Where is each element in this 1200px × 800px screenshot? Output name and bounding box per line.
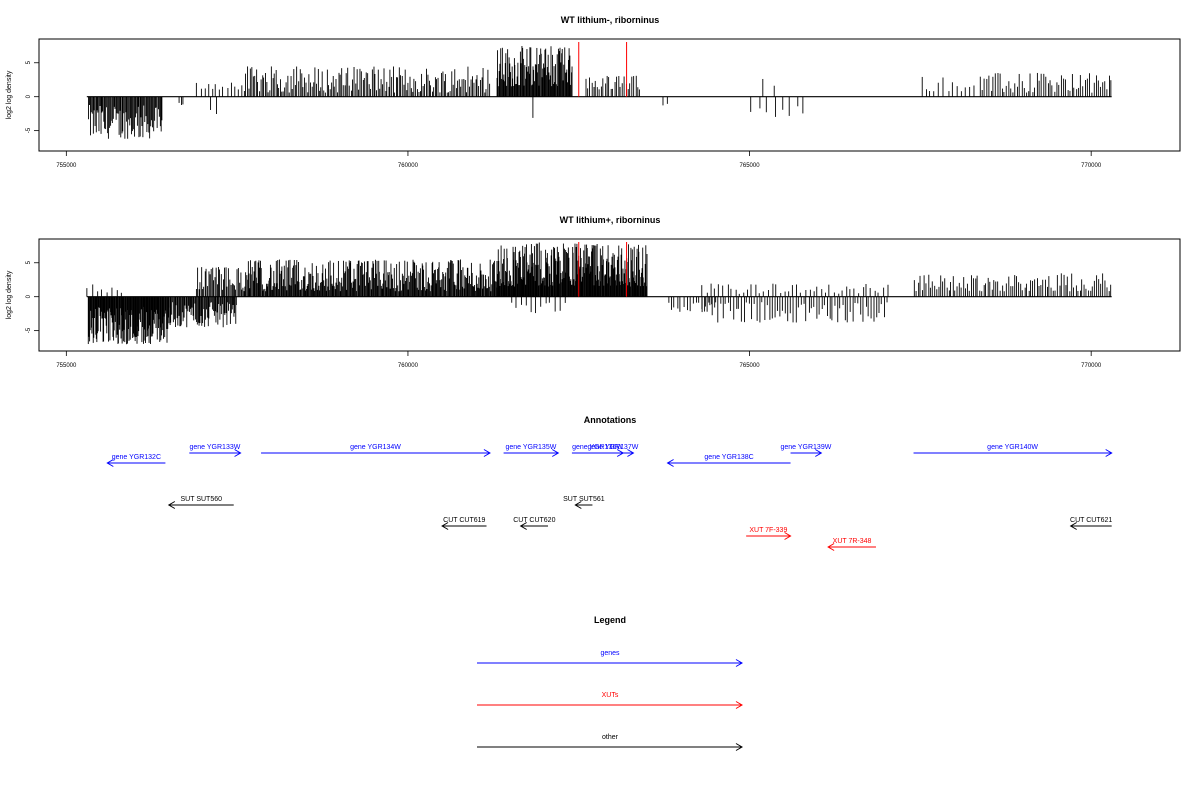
feature-label: gene YGR137W [587, 444, 638, 451]
feature-label: gene YGR140W [987, 444, 1038, 451]
feature-arrow: gene YGR133W [189, 444, 242, 457]
legend-entries: genes XUTs other [477, 650, 743, 751]
feature-arrow: gene YGR140W [913, 444, 1113, 457]
x-tick-label: 760000 [398, 363, 419, 369]
feature-label: gene YGR134W [350, 444, 401, 451]
y-tick-label: -5 [26, 327, 32, 333]
legend-label: genes [600, 650, 620, 657]
y-tick-label: 0 [26, 294, 32, 298]
feature-arrow: SUT SUT560 [167, 496, 234, 509]
x-tick-label: 770000 [1081, 163, 1102, 169]
feature-label: CUT CUT619 [443, 517, 485, 524]
y-tick-label: 5 [26, 260, 32, 264]
feature-label: CUT CUT621 [1070, 517, 1112, 524]
feature-label: SUT SUT560 [181, 496, 223, 503]
legend-title: Legend [594, 615, 626, 625]
x-axis: 755000 760000 765000 770000 [56, 151, 1102, 169]
feature-arrow: SUT SUT561 [563, 496, 605, 509]
feature-arrow: gene YGR139W [780, 444, 832, 457]
panel-title: WT lithium-, riborninus [561, 15, 660, 25]
x-tick-label: 770000 [1081, 363, 1102, 369]
legend-label: XUTs [602, 692, 619, 699]
x-tick-label: 760000 [398, 163, 419, 169]
legend-label: other [602, 734, 619, 741]
track-panel-lithium-minus: WT lithium-, riborninus log2 log density… [6, 15, 1181, 169]
feature-label: gene YGR136W [572, 444, 623, 451]
feature-arrow: CUT CUT621 [1069, 517, 1112, 530]
feature-label: XUT 7F-339 [749, 527, 787, 534]
x-tick-label: 765000 [740, 163, 761, 169]
feature-arrow: CUT CUT619 [441, 517, 487, 530]
feature-arrow: gene YGR135W [503, 444, 560, 457]
x-tick-label: 755000 [56, 363, 77, 369]
feature-label: gene YGR138C [704, 454, 753, 461]
x-tick-label: 765000 [740, 363, 761, 369]
y-axis-label: log2 log density [6, 270, 13, 319]
feature-label: gene YGR133W [190, 444, 241, 451]
panel-title: WT lithium+, riborninus [560, 215, 661, 225]
annotation-features: gene YGR132C gene YGR133W gene YGR134W gene… [106, 444, 1113, 551]
signal-bars [86, 242, 1112, 345]
x-tick-label: 755000 [56, 163, 77, 169]
track-panel-lithium-plus: WT lithium+, riborninus log2 log density… [6, 215, 1181, 369]
feature-label: CUT CUT620 [513, 517, 555, 524]
plot-frame [38, 238, 1181, 352]
signal-bars [88, 46, 1112, 139]
feature-arrow: gene YGR134W [261, 444, 491, 457]
x-axis: 755000 760000 765000 770000 [56, 351, 1102, 369]
y-axis: -5 0 5 [26, 60, 39, 133]
feature-arrow: CUT CUT620 [513, 517, 556, 530]
y-axis: -5 0 5 [26, 260, 39, 333]
legend-entry-XUTs: XUTs [477, 692, 743, 709]
feature-label: gene YGR139W [780, 444, 831, 451]
y-tick-label: -5 [26, 127, 32, 133]
y-tick-label: 5 [26, 60, 32, 64]
feature-label: SUT SUT561 [563, 496, 605, 503]
feature-label: XUT 7R-348 [833, 538, 872, 545]
feature-arrow: gene YGR132C [106, 454, 166, 467]
legend-entry-genes: genes [477, 650, 743, 667]
feature-arrow: gene YGR137W [587, 444, 639, 457]
y-tick-label: 0 [26, 94, 32, 98]
y-axis-label: log2 log density [6, 70, 13, 119]
feature-arrow: XUT 7F-339 [746, 527, 792, 540]
feature-arrow: XUT 7R-348 [827, 538, 876, 551]
plot-frame [38, 38, 1181, 152]
legend-entry-other: other [477, 734, 743, 751]
feature-label: gene YGR135W [505, 444, 556, 451]
annotations-title: Annotations [584, 415, 637, 425]
legend: Legend genes XUTs other [477, 615, 743, 751]
feature-arrow: gene YGR138C [666, 454, 791, 467]
feature-label: gene YGR132C [112, 454, 161, 461]
